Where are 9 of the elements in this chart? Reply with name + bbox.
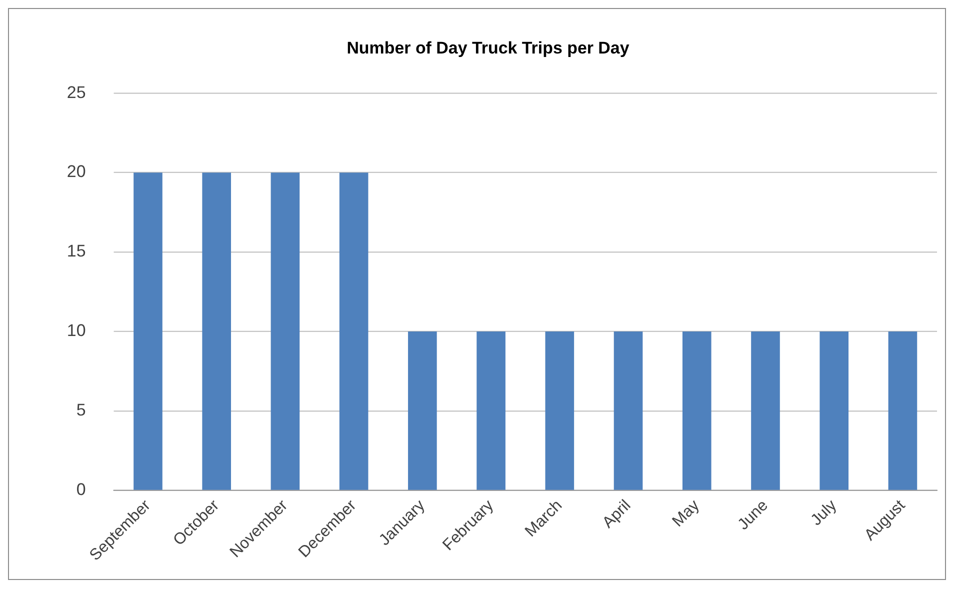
y-tick-label: 20 [66, 162, 86, 182]
y-tick-label: 25 [66, 82, 86, 102]
chart-title: Number of Day Truck Trips per Day [346, 38, 630, 58]
y-tick-label: 10 [66, 321, 86, 340]
y-tick-label: 0 [76, 480, 86, 500]
y-tick-label: 15 [66, 242, 86, 261]
y-tick-label: 5 [76, 400, 86, 420]
x-tick-label: May [669, 497, 703, 530]
x-tick-label: July [808, 497, 840, 530]
